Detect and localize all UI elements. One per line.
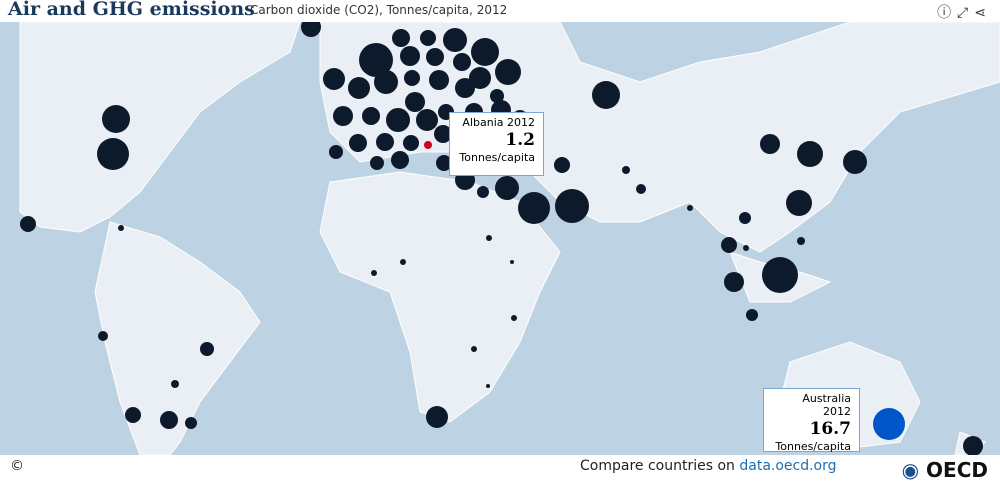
bubble[interactable] (486, 384, 490, 388)
bubble[interactable] (424, 141, 432, 149)
bubble[interactable] (392, 29, 410, 47)
bubble[interactable] (200, 342, 214, 356)
bubble[interactable] (434, 125, 452, 143)
bubble[interactable] (371, 270, 377, 276)
bubble[interactable] (963, 436, 983, 455)
bubble[interactable] (376, 133, 394, 151)
bubble[interactable] (453, 53, 471, 71)
bubble[interactable] (687, 205, 693, 211)
bubble[interactable] (386, 108, 410, 132)
bubbles (20, 22, 983, 455)
bubble[interactable] (400, 46, 420, 66)
tooltip-label: Albania 2012 (462, 116, 535, 129)
bubble[interactable] (592, 81, 620, 109)
bubble[interactable] (495, 59, 521, 85)
bubble[interactable] (436, 155, 452, 171)
bubble[interactable] (391, 151, 409, 169)
bubble[interactable] (362, 107, 380, 125)
bubble[interactable] (797, 141, 823, 167)
bubble[interactable] (400, 259, 406, 265)
bubble[interactable] (760, 134, 780, 154)
bubble[interactable] (329, 145, 343, 159)
tooltip-value: 1.2 (505, 130, 535, 150)
bubble[interactable] (797, 237, 805, 245)
bubble[interactable] (420, 30, 436, 46)
tooltip: Australia 2012 16.7 Tonnes/capita (763, 388, 860, 453)
title: Air and GHG emissions (8, 0, 255, 20)
logo-text: OECD (926, 458, 988, 482)
bubble[interactable] (743, 245, 749, 251)
bubble[interactable] (762, 257, 798, 293)
compare-text: Compare countries on data.oecd.org (580, 458, 837, 474)
bubble[interactable] (404, 70, 420, 86)
bubble[interactable] (102, 105, 130, 133)
bubble[interactable] (323, 68, 345, 90)
bubble[interactable] (125, 407, 141, 423)
bubble[interactable] (495, 176, 519, 200)
bubble[interactable] (405, 92, 425, 112)
bubble[interactable] (97, 138, 129, 170)
bubble[interactable] (333, 106, 353, 126)
bubble[interactable] (746, 309, 758, 321)
bubble[interactable] (490, 89, 504, 103)
bubble[interactable] (20, 216, 36, 232)
bubble[interactable] (724, 272, 744, 292)
bubble[interactable] (622, 166, 630, 174)
tooltip-unit: Tonnes/capita (459, 151, 535, 164)
bubble[interactable] (518, 192, 550, 224)
bubble[interactable] (171, 380, 179, 388)
bubble[interactable] (118, 225, 124, 231)
bubble[interactable] (348, 77, 370, 99)
toolbar-icons[interactable]: ⓘ⤢⋖ (937, 5, 992, 21)
bubble[interactable] (426, 48, 444, 66)
bubble[interactable] (370, 156, 384, 170)
bubble[interactable] (471, 346, 477, 352)
compare-label: Compare countries on (580, 458, 735, 474)
link[interactable]: data.oecd.org (739, 458, 837, 474)
bubble[interactable] (374, 70, 398, 94)
bubble[interactable] (469, 67, 491, 89)
bubble[interactable] (429, 70, 449, 90)
bubble[interactable] (98, 331, 108, 341)
bubble[interactable] (511, 315, 517, 321)
tooltip-label: Australia 2012 (802, 392, 851, 418)
bubble[interactable] (301, 22, 321, 37)
tooltip-value: 16.7 (809, 419, 851, 439)
tooltip: Albania 2012 1.2 Tonnes/capita (449, 112, 544, 176)
bubble[interactable] (486, 235, 492, 241)
bubble[interactable] (416, 109, 438, 131)
bubble[interactable] (786, 190, 812, 216)
bubble[interactable] (403, 135, 419, 151)
bubble[interactable] (843, 150, 867, 174)
bubble[interactable] (477, 186, 489, 198)
bubble[interactable] (349, 134, 367, 152)
bubble[interactable] (721, 237, 737, 253)
bubble[interactable] (160, 411, 178, 429)
bubble[interactable] (426, 406, 448, 428)
bubble[interactable] (555, 189, 589, 223)
copyright: © (10, 458, 24, 474)
bubble[interactable] (510, 260, 514, 264)
tooltip-unit: Tonnes/capita (775, 440, 851, 453)
bubble[interactable] (554, 157, 570, 173)
logo: ◉ OECD (901, 458, 988, 482)
map (0, 22, 1000, 455)
bubble[interactable] (636, 184, 646, 194)
bubble[interactable] (873, 408, 905, 440)
bubble[interactable] (443, 28, 467, 52)
bubble[interactable] (359, 43, 393, 77)
bubble[interactable] (185, 417, 197, 429)
bubble[interactable] (455, 78, 475, 98)
bubble[interactable] (739, 212, 751, 224)
subtitle: Carbon dioxide (CO2), Tonnes/capita, 201… (250, 3, 508, 17)
bubble[interactable] (471, 38, 499, 66)
